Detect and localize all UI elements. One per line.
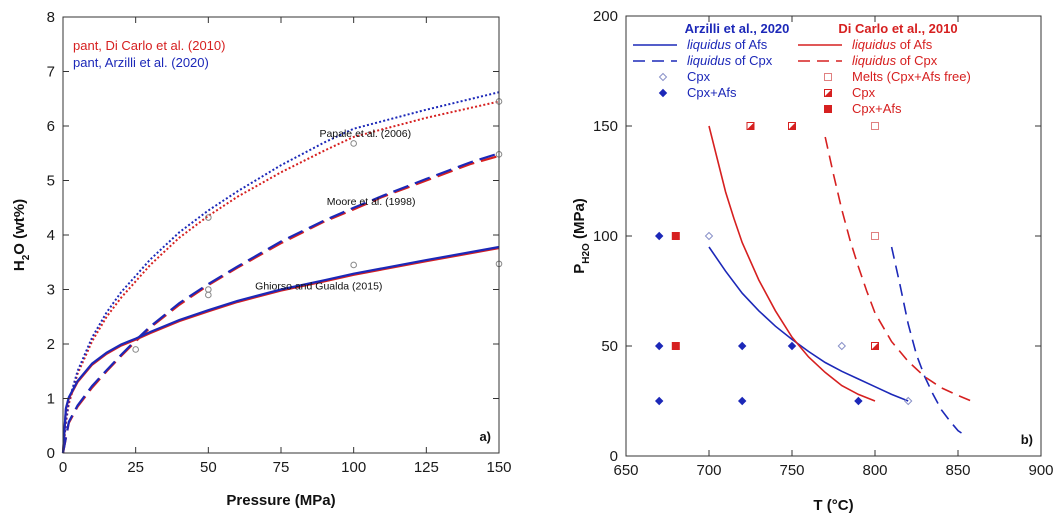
series-line-solid <box>61 245 500 454</box>
liquidus-curve-solid <box>708 125 876 402</box>
y-tick-label: 7 <box>47 64 55 81</box>
open-diamond-marker <box>704 231 714 241</box>
series-line-dashed <box>61 154 500 454</box>
filled-diamond-marker <box>737 341 747 351</box>
legend-entry-label: liquidus of Afs <box>687 37 768 52</box>
legend-entry-label: liquidus of Cpx <box>687 53 773 68</box>
data-point-open-circle <box>132 346 139 353</box>
legend-entry-label: Cpx <box>852 85 876 100</box>
y-tick-label: 100 <box>593 228 618 245</box>
y-tick-label: 5 <box>47 173 55 190</box>
filled-diamond-marker <box>654 231 664 241</box>
open-diamond-marker <box>903 396 913 406</box>
series-line-solid <box>61 247 500 454</box>
x-tick-label: 0 <box>59 459 67 476</box>
y-tick-label: 6 <box>47 118 55 135</box>
panel-label: a) <box>479 429 491 444</box>
filled-diamond-marker <box>658 88 668 98</box>
open-diamond-marker <box>658 72 668 82</box>
filled-diamond-marker <box>737 396 747 406</box>
open-square-marker <box>824 73 832 81</box>
x-tick-label: 900 <box>1028 462 1053 479</box>
filled-diamond-marker <box>854 396 863 406</box>
x-tick-label: 850 <box>945 462 970 479</box>
x-tick-label: 150 <box>486 459 511 476</box>
filled-diamond-marker <box>787 341 797 351</box>
panel-label: b) <box>1021 432 1033 447</box>
data-point-open-circle <box>205 291 212 299</box>
legend-entry: pant, Arzilli et al. (2020) <box>73 55 209 70</box>
x-tick-label: 125 <box>414 459 439 476</box>
filled-square-marker <box>671 232 680 240</box>
panel-a-h2o-solubility-chart: 0 25 50 75 100 125 150 0 1 2 3 4 5 6 7 8 Pressure (MPa) H… <box>11 9 512 509</box>
y-tick-label: 4 <box>47 227 55 244</box>
legend-entry-label: Cpx <box>687 69 711 84</box>
legend-entry-label: Cpx+Afs <box>687 85 737 100</box>
y-tick-label: 50 <box>601 338 618 355</box>
legend-entry-label: Cpx+Afs <box>852 101 902 116</box>
x-tick-label: 100 <box>341 459 366 476</box>
plot-frame <box>62 16 500 454</box>
series-line-dashed <box>61 152 500 454</box>
y-tick-label: 3 <box>47 282 55 299</box>
data-point-open-circle <box>350 140 357 147</box>
liquidus-curve-solid <box>708 246 909 402</box>
filled-diamond-marker <box>654 396 664 406</box>
series-line-dotted <box>62 100 500 454</box>
open-diamond-marker <box>837 341 847 351</box>
legend-entry-label: liquidus of Afs <box>852 37 933 52</box>
curve-annotation: Papale et al. (2006) <box>319 128 411 140</box>
y-tick-label: 2 <box>47 336 55 353</box>
legend-entry-label: liquidus of Cpx <box>852 53 938 68</box>
open-square-marker <box>871 122 879 130</box>
filled-diamond-marker <box>654 341 664 351</box>
x-tick-label: 700 <box>696 462 721 479</box>
half-square-fill-marker <box>871 342 879 350</box>
panel-b-phase-diagram-chart: 650 700 750 800 850 900 0 50 100 150 200 T (°C) PH2O… <box>571 8 1054 514</box>
legend-group-title: Arzilli et al., 2020 <box>685 21 790 36</box>
data-point-open-circle <box>350 261 357 269</box>
legend-entry-label: Melts (Cpx+Afs free) <box>852 69 971 84</box>
curve-annotation: Ghiorso and Gualda (2015) <box>255 281 382 293</box>
filled-square-marker <box>671 342 680 350</box>
series-line-dotted <box>62 91 500 454</box>
y-tick-label: 200 <box>593 8 618 25</box>
x-axis-label: Pressure (MPa) <box>226 492 335 509</box>
y-tick-label: 8 <box>47 9 55 26</box>
x-axis-label: T (°C) <box>813 497 853 514</box>
half-square-fill-marker <box>788 122 796 130</box>
half-square-fill-marker <box>747 122 754 130</box>
filled-square-marker <box>824 105 832 113</box>
legend-entry: pant, Di Carlo et al. (2010) <box>73 38 225 53</box>
x-tick-label: 650 <box>613 462 638 479</box>
open-square-marker <box>871 232 879 240</box>
x-tick-label: 25 <box>127 459 144 476</box>
half-square-fill-marker <box>824 89 832 97</box>
y-axis-label: H2O (wt%) <box>11 199 32 271</box>
x-tick-label: 750 <box>779 462 804 479</box>
liquidus-curve-dashed <box>890 246 964 435</box>
liquidus-curve-dashed <box>824 136 972 402</box>
y-tick-label: 0 <box>47 445 55 462</box>
data-point-open-circle <box>205 214 212 221</box>
curve-annotation: Moore et al. (1998) <box>327 196 416 208</box>
data-point-open-circle <box>205 286 212 293</box>
y-axis-label: PH2O (MPa) <box>571 198 592 274</box>
x-tick-label: 75 <box>273 459 290 476</box>
x-tick-label: 50 <box>200 459 217 476</box>
y-tick-label: 0 <box>610 448 618 465</box>
y-tick-label: 1 <box>47 391 55 408</box>
y-tick-label: 150 <box>593 118 618 135</box>
legend-group-title: Di Carlo et al., 2010 <box>838 21 957 36</box>
x-tick-label: 800 <box>862 462 887 479</box>
